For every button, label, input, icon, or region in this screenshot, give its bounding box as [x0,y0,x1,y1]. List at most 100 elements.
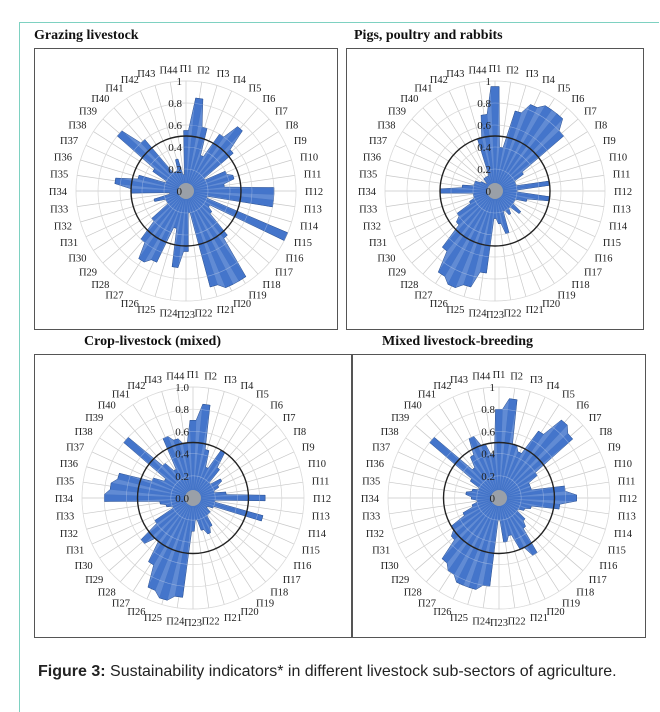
category-label: П9 [603,136,616,147]
category-label: П32 [363,222,381,233]
category-label: П22 [508,617,526,628]
category-label: П11 [304,169,322,180]
category-label: П25 [144,613,162,624]
category-label: П36 [60,459,78,470]
figure-area: Grazing livestock 0 0.2 0.4 0.6 0.8 1 П1 П2 П3 П4… [28,24,646,644]
category-label: П44 [166,371,185,382]
reference-circle [442,441,556,555]
category-label: П17 [283,575,301,586]
category-label: П27 [414,290,432,301]
radial-tick-label: 1.0 [175,382,189,394]
grid-circle-overlay [428,124,562,258]
figure-caption: Figure 3: Sustainability indicators* in … [38,661,648,683]
category-label: П43 [137,69,155,80]
radial-tick-label: 0.4 [481,449,495,461]
category-label: П25 [450,613,468,624]
radial-tick-label: 0.6 [175,426,189,438]
category-label: П29 [391,575,409,586]
category-label: П20 [547,607,565,618]
category-label: П37 [66,442,84,453]
category-label: П44 [472,371,491,382]
category-label: П2 [204,371,217,382]
category-label: П43 [450,375,468,386]
category-label: П24 [159,309,178,320]
category-label: П2 [506,65,519,76]
grid-circle-overlay [432,431,566,565]
category-label: П11 [613,169,631,180]
category-label: П10 [300,152,318,163]
radial-tick-label: 0.2 [175,471,189,483]
panel-mixed: Mixed livestock-breeding 0 0.2 0.4 0.6 0.8 1 П… [350,330,648,644]
radial-tick-label: 1 [486,76,492,88]
category-label: П40 [98,400,116,411]
category-label: П35 [359,169,377,180]
radial-tick-label: 1 [177,76,183,88]
category-label: П20 [542,299,560,310]
grid-circle-overlay [476,475,522,521]
category-label: П1 [493,370,506,381]
category-label: П6 [263,94,276,105]
category-label: П7 [584,106,597,117]
category-label: П35 [56,476,74,487]
category-label: П19 [557,290,575,301]
category-label: П38 [68,121,86,132]
category-label: П5 [562,390,575,401]
category-label: П37 [60,136,78,147]
radial-tick-label: 0.8 [168,98,182,110]
category-label: П12 [614,187,632,198]
category-label: П34 [361,494,380,505]
reference-circle [439,135,551,247]
grid-circle-overlay [75,80,297,302]
category-label: П27 [112,598,130,609]
panel-grazing: Grazing livestock 0 0.2 0.4 0.6 0.8 1 П1 П2 П3 П4… [28,24,346,338]
category-label: П21 [224,613,242,624]
category-label: П1 [187,370,200,381]
category-label: П8 [594,121,607,132]
category-label: П10 [609,152,627,163]
category-label: П4 [241,381,255,392]
chart-box: 0.0 0.2 0.4 0.6 0.8 1.0 П1 П2 П3 П4 П5 П6 П7 П8 П9 П10 П… [34,354,352,638]
category-label: П34 [358,187,377,198]
category-label: П14 [300,222,319,233]
category-label: П26 [430,299,448,310]
category-label: П23 [177,310,195,321]
category-label: П39 [391,413,409,424]
category-label: П11 [618,476,636,487]
category-label: П43 [446,69,464,80]
category-label: П11 [312,476,330,487]
category-label: П8 [293,427,306,438]
category-label: П14 [308,529,327,540]
radial-tick-label: 1 [490,382,496,394]
category-label: П39 [79,106,97,117]
category-label: П7 [283,413,296,424]
category-label: П13 [613,205,631,216]
category-label: П2 [510,371,523,382]
category-label: П39 [85,413,103,424]
category-label: П15 [302,546,320,557]
category-label: П18 [572,280,590,291]
category-label: П26 [121,299,139,310]
radial-tick-label: 0.6 [481,426,495,438]
category-label: П42 [430,75,448,86]
category-label: П33 [56,512,74,523]
category-label: П28 [91,280,109,291]
category-label: П17 [584,268,602,279]
category-label: П33 [50,205,68,216]
category-label: П24 [166,617,185,628]
category-label: П4 [233,75,247,86]
category-label: П9 [302,442,315,453]
category-label: П25 [137,305,155,316]
category-label: П3 [530,375,543,386]
panel-pigs: Pigs, poultry and rabbits 0 0.2 0.4 0.6 0.8 1… [344,24,648,338]
category-label: П40 [404,400,422,411]
grid-circle-overlay [163,168,209,214]
category-label: П36 [54,152,72,163]
category-label: П38 [381,427,399,438]
grid-circle-overlay [450,146,540,236]
category-label: П37 [372,442,390,453]
category-label: П29 [388,268,406,279]
category-label: П5 [256,390,269,401]
category-label: П23 [490,618,508,629]
